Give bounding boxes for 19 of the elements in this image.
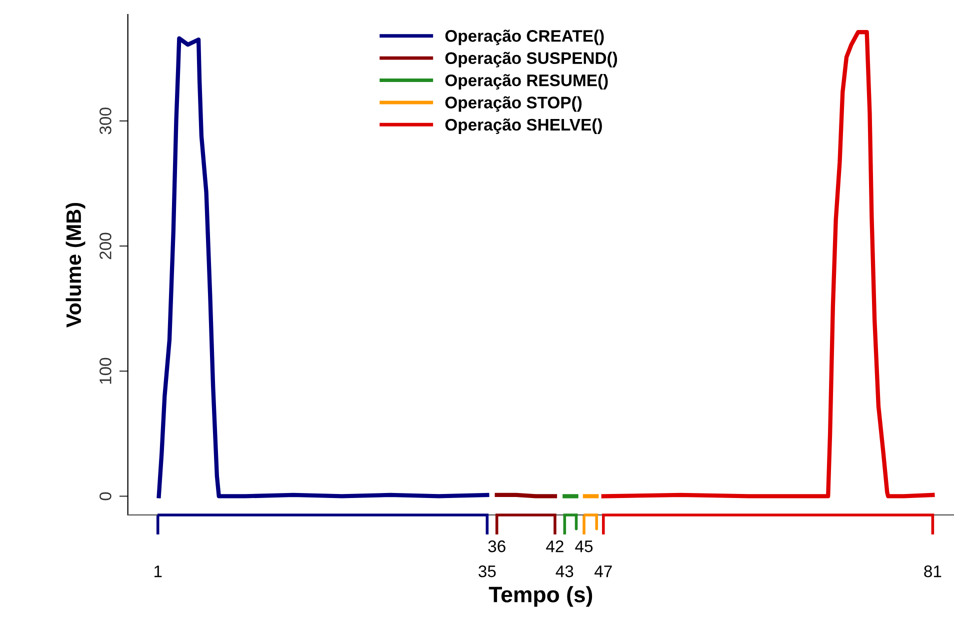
x-tick-label: 47 bbox=[594, 566, 612, 578]
y-tick-label: 100 bbox=[100, 358, 112, 384]
legend-label: Operação STOP() bbox=[445, 96, 582, 112]
x-tick-label: 81 bbox=[924, 565, 942, 578]
legend-label: Operação RESUME() bbox=[445, 74, 608, 90]
x-tick-label: 1 bbox=[154, 566, 162, 578]
legend-label: Operação SUSPEND() bbox=[445, 52, 618, 68]
legend-label: Operação CREATE() bbox=[445, 30, 604, 46]
x-tick-label: 35 bbox=[478, 565, 496, 578]
y-tick-label: 0 bbox=[100, 492, 112, 500]
x2-tick-label: 42 bbox=[546, 540, 564, 552]
x-axis-title: Tempo (s) bbox=[488, 586, 592, 607]
x2-tick-label: 36 bbox=[488, 540, 506, 552]
y-tick-label: 300 bbox=[100, 108, 112, 134]
legend-label: Operação SHELVE() bbox=[445, 118, 602, 134]
x-tick-label: 43 bbox=[556, 565, 574, 578]
x2-tick-label: 45 bbox=[575, 540, 593, 552]
y-tick-label: 200 bbox=[100, 232, 112, 260]
y-axis-title: Volume (MB) bbox=[66, 202, 86, 328]
